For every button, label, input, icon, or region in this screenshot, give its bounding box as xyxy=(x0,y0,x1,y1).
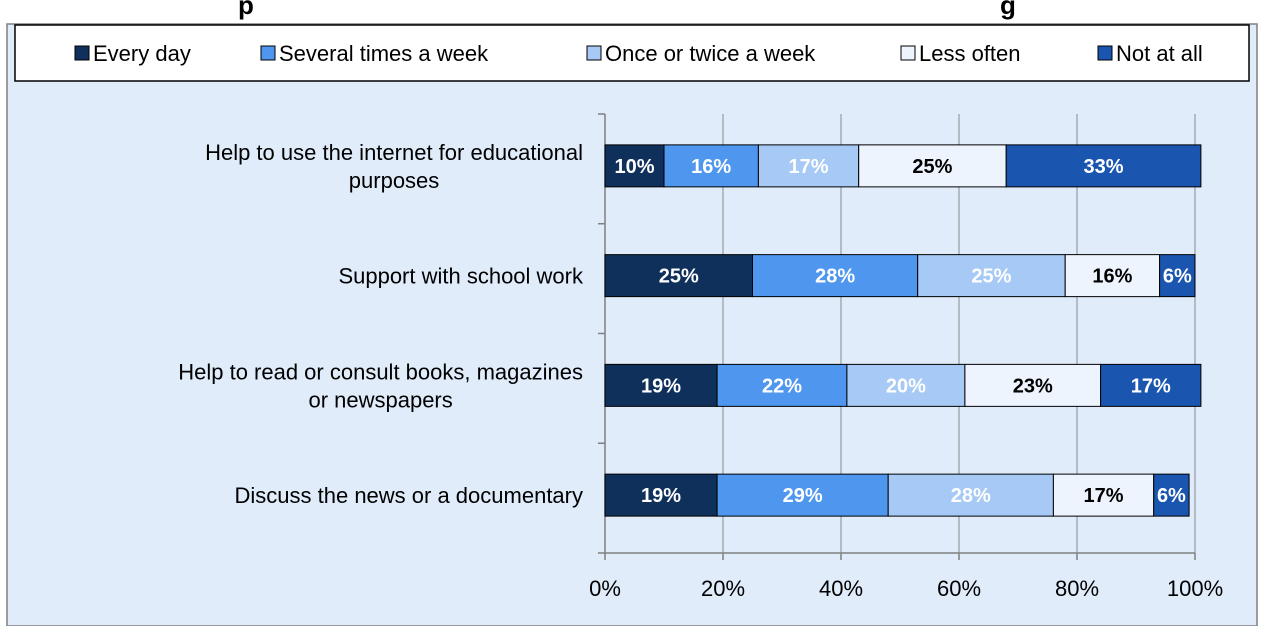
data-label: 25% xyxy=(659,266,699,288)
data-label: 16% xyxy=(691,156,731,178)
bar-segment-not-at-all xyxy=(1153,473,1190,517)
legend-swatch-every-day xyxy=(74,45,90,61)
bar-segment-not-at-all xyxy=(1159,254,1196,298)
data-label: 28% xyxy=(815,266,855,288)
data-label: 23% xyxy=(1013,375,1053,397)
bar-segment-once-or-twice-a-week xyxy=(757,144,860,188)
bar-segment-less-often xyxy=(1052,473,1155,517)
data-label: 19% xyxy=(641,375,681,397)
bar-segment-once-or-twice-a-week xyxy=(887,473,1054,517)
bar-segment-not-at-all xyxy=(1005,144,1202,188)
legend: Every day Several times a week Once or twi… xyxy=(14,24,1250,82)
legend-swatch-several-times-a-week xyxy=(260,45,276,61)
chart-area-background xyxy=(6,23,1258,626)
category-label-line-2: or newspapers xyxy=(308,387,452,412)
legend-label-less-often: Less often xyxy=(919,41,1021,66)
bar-segment-every-day xyxy=(604,473,718,517)
x-tick-label: 40% xyxy=(819,576,863,601)
category-label: Support with school work xyxy=(338,264,584,289)
category-label: Help to read or consult books, magazines xyxy=(178,359,583,384)
bar-segment-less-often xyxy=(1064,254,1161,298)
bar-segment-every-day xyxy=(604,363,718,407)
bar-segment-several-times-a-week xyxy=(663,144,759,188)
x-tick-label: 0% xyxy=(589,576,621,601)
data-label: 16% xyxy=(1092,266,1132,288)
bar-segment-once-or-twice-a-week xyxy=(846,363,966,407)
data-label: 17% xyxy=(789,156,829,178)
legend-label-once-or-twice-a-week: Once or twice a week xyxy=(605,41,816,66)
x-tick-label: 20% xyxy=(701,576,745,601)
data-label: 22% xyxy=(762,375,802,397)
category-label-line-2: purposes xyxy=(349,168,440,193)
data-label: 25% xyxy=(912,156,952,178)
bar-segment-several-times-a-week xyxy=(752,254,919,298)
x-tick-label: 60% xyxy=(937,576,981,601)
title-fragment-right: g xyxy=(1000,0,1016,20)
title-fragment-left: p xyxy=(238,0,254,20)
legend-swatch-once-or-twice-a-week xyxy=(586,45,602,61)
data-label: 19% xyxy=(641,485,681,507)
legend-frame xyxy=(14,24,1250,82)
category-label: Discuss the news or a documentary xyxy=(235,483,584,508)
plot-area: 0% 20% 40% 60% 80% 100% Help to use the intern… xyxy=(178,113,1223,601)
bar-segment-less-often xyxy=(858,144,1007,188)
legend-label-several-times-a-week: Several times a week xyxy=(279,41,489,66)
bar-segment-not-at-all xyxy=(1100,363,1202,407)
data-label: 17% xyxy=(1131,375,1171,397)
data-label: 6% xyxy=(1163,266,1192,288)
legend-label-every-day: Every day xyxy=(93,41,191,66)
legend-swatch-less-often xyxy=(900,45,916,61)
bar-segment-every-day xyxy=(604,144,665,188)
category-label: Help to use the internet for educational xyxy=(205,140,583,165)
data-label: 28% xyxy=(951,485,991,507)
data-label: 25% xyxy=(971,266,1011,288)
data-label: 29% xyxy=(783,485,823,507)
x-tick-label: 100% xyxy=(1167,576,1223,601)
data-label: 6% xyxy=(1157,485,1186,507)
bar-segment-every-day xyxy=(604,254,753,298)
x-tick-label: 80% xyxy=(1055,576,1099,601)
data-label: 10% xyxy=(614,156,654,178)
legend-swatch-not-at-all xyxy=(1097,45,1113,61)
bar-segment-less-often xyxy=(964,363,1102,407)
bar-segment-several-times-a-week xyxy=(716,473,889,517)
data-label: 17% xyxy=(1084,485,1124,507)
data-label: 20% xyxy=(886,375,926,397)
data-label: 33% xyxy=(1084,156,1124,178)
legend-label-not-at-all: Not at all xyxy=(1116,41,1203,66)
bar-segment-several-times-a-week xyxy=(716,363,848,407)
